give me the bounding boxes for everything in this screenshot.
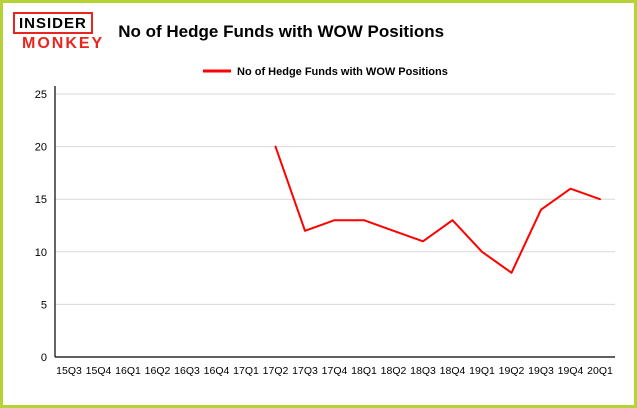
x-tick-label: 20Q1 [587,365,613,377]
logo-line2: MONKEY [22,35,105,52]
x-tick-label: 16Q4 [204,365,230,377]
x-tick-label: 19Q4 [558,365,584,377]
series-line [274,145,601,274]
x-tick-label: 19Q1 [469,365,495,377]
x-tick-label: 18Q2 [381,365,407,377]
hedge-fund-line-chart: 0 5 10 15 20 25 15Q3 15Q4 16Q1 16Q2 16Q3 16Q4 17Q1 17… [35,66,615,377]
x-tick-label: 19Q2 [499,365,525,377]
logo-line1: INSIDER [13,12,93,34]
y-tick-label: 20 [35,142,47,154]
x-tick-label: 18Q3 [410,365,436,377]
insider-monkey-logo: INSIDER MONKEY [13,12,104,52]
y-tick-label: 15 [35,194,47,206]
x-tick-label: 17Q2 [263,365,289,377]
x-tick-label: 16Q2 [145,365,171,377]
chart-title: No of Hedge Funds with WOW Positions [118,22,445,41]
x-tick-label: 15Q4 [86,365,112,377]
legend-label: No of Hedge Funds with WOW Positions [237,66,448,78]
x-tick-label: 17Q4 [322,365,348,377]
x-tick-label: 19Q3 [528,365,554,377]
y-tick-label: 25 [35,89,47,101]
y-tick-label: 10 [35,247,47,259]
x-tick-label: 17Q1 [233,365,259,377]
y-tick-label: 5 [41,299,47,311]
x-tick-label: 17Q3 [292,365,318,377]
x-tick-label: 16Q1 [115,365,141,377]
x-tick-label: 18Q1 [351,365,377,377]
x-tick-label: 18Q4 [440,365,466,377]
chart-header: INSIDER MONKEY No of Hedge Funds with WO… [3,3,634,61]
y-tick-label: 0 [41,352,47,364]
x-tick-label: 15Q3 [56,365,82,377]
x-tick-label: 16Q3 [174,365,200,377]
